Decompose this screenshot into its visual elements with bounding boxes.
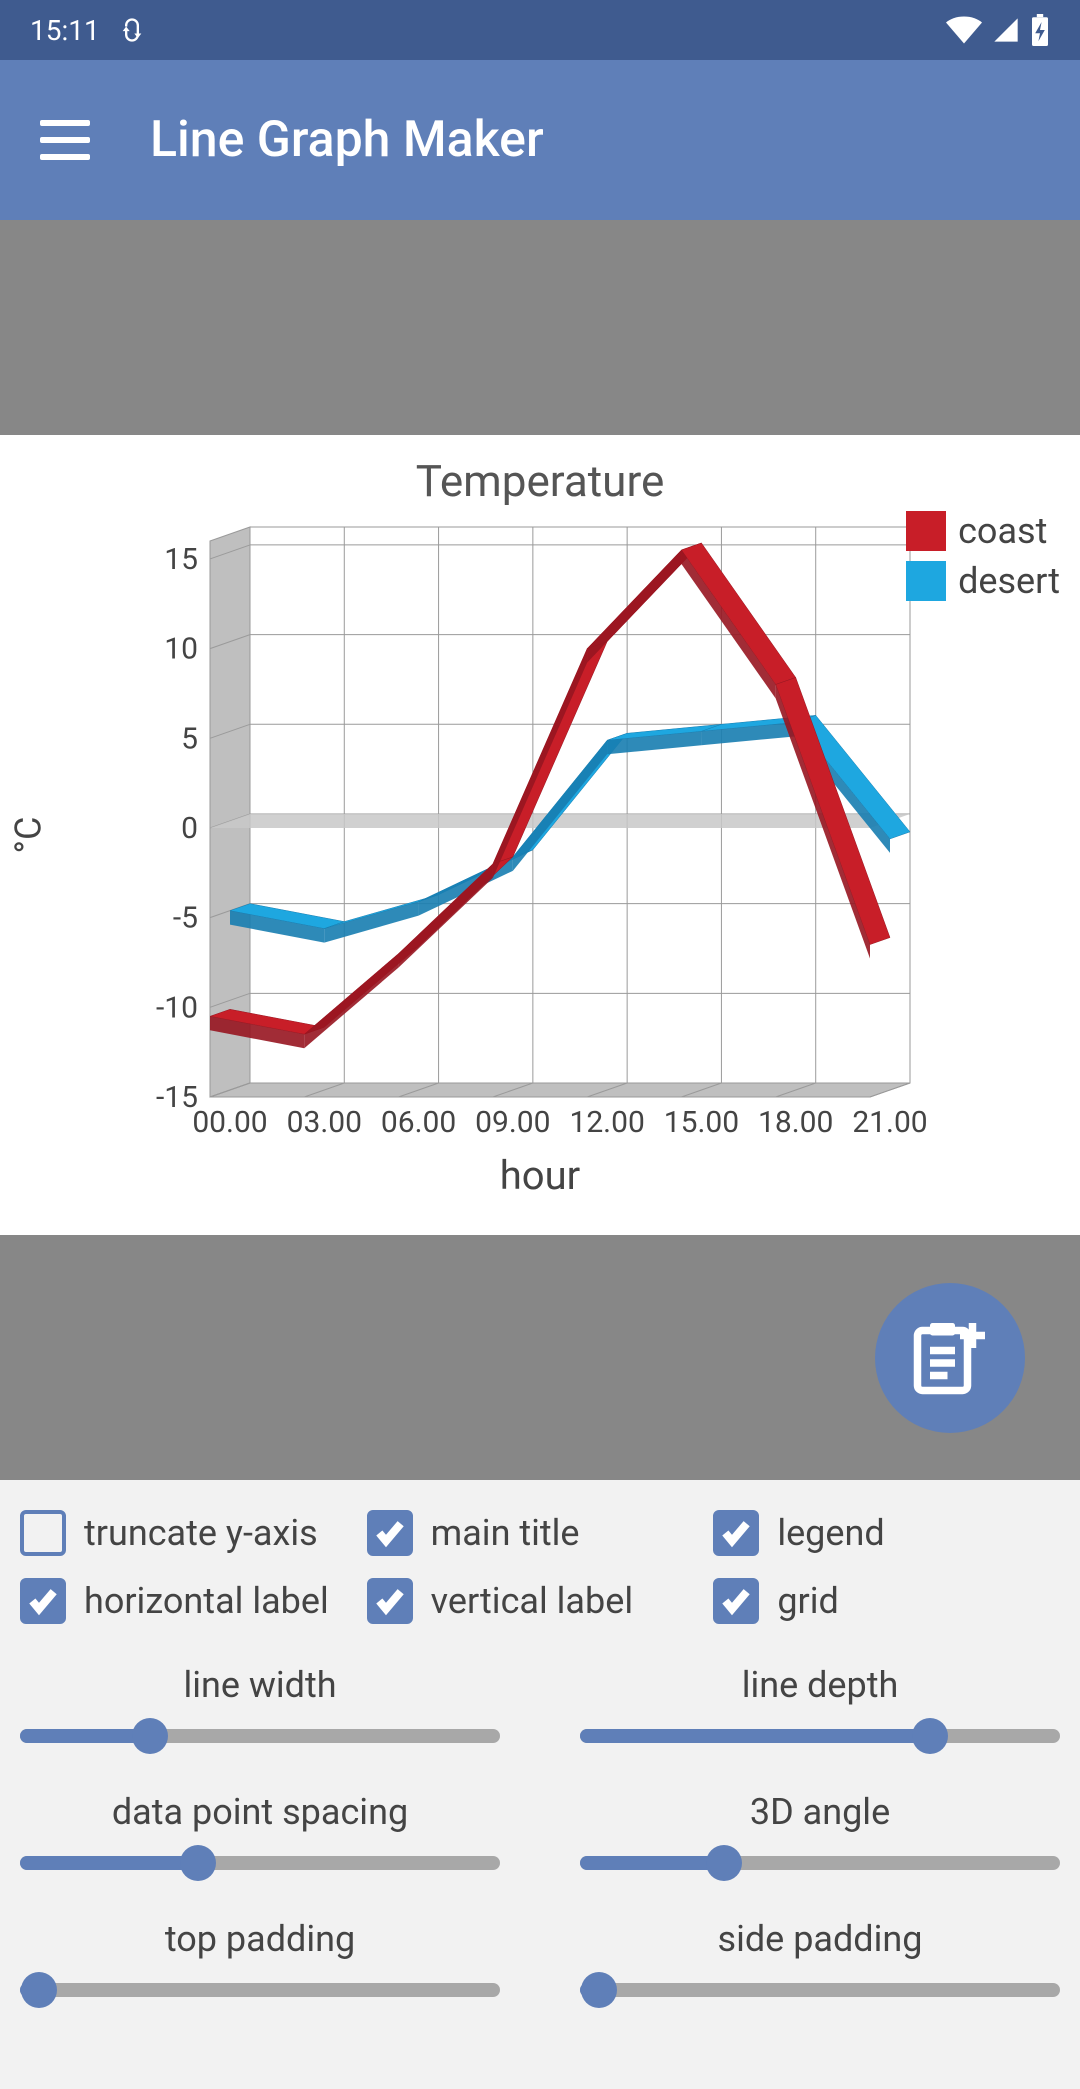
chart-ylabel: °C [7, 817, 49, 854]
slider-line-depth: line depth [580, 1664, 1060, 1746]
slider-track[interactable] [20, 1853, 500, 1873]
svg-text:09.00: 09.00 [475, 1105, 550, 1140]
check-horizontal_label[interactable]: horizontal label [20, 1578, 367, 1624]
slider-label: side padding [580, 1918, 1060, 1960]
svg-text:03.00: 03.00 [287, 1105, 362, 1140]
slider-thumb[interactable] [706, 1845, 742, 1881]
slider-track[interactable] [580, 1726, 1060, 1746]
slider-track[interactable] [20, 1980, 500, 2000]
legend-swatch [906, 561, 946, 601]
svg-text:00.00: 00.00 [192, 1105, 267, 1140]
clipboard-plus-icon [910, 1318, 990, 1398]
svg-text:06.00: 06.00 [381, 1105, 456, 1140]
slider-data-point-spacing: data point spacing [20, 1791, 500, 1873]
legend-label: desert [958, 560, 1060, 602]
legend-swatch [906, 511, 946, 551]
slider-thumb[interactable] [21, 1972, 57, 2008]
ad-placeholder-top [0, 220, 1080, 435]
svg-text:12.00: 12.00 [569, 1105, 644, 1140]
wifi-icon [946, 16, 982, 44]
svg-text:10: 10 [164, 632, 198, 667]
battery-charging-icon [1030, 14, 1050, 46]
appbar-title: Line Graph Maker [150, 111, 544, 169]
check-legend[interactable]: legend [713, 1510, 1060, 1556]
slider-track[interactable] [580, 1980, 1060, 2000]
slider-label: line depth [580, 1664, 1060, 1706]
svg-text:-10: -10 [156, 990, 198, 1025]
appbar: Line Graph Maker [0, 60, 1080, 220]
checkbox-truncate_y[interactable] [20, 1510, 66, 1556]
slider-thumb[interactable] [581, 1972, 617, 2008]
slider-3d-angle: 3D angle [580, 1791, 1060, 1873]
chart-panel: Temperature °C -15-10-505101500.0003.000… [0, 435, 1080, 1235]
slider-track[interactable] [20, 1726, 500, 1746]
slider-top-padding: top padding [20, 1918, 500, 2000]
svg-text:-5: -5 [173, 901, 198, 936]
legend-row: desert [906, 560, 1060, 602]
slider-thumb[interactable] [912, 1718, 948, 1754]
check-label-horizontal_label: horizontal label [84, 1580, 329, 1622]
slider-thumb[interactable] [180, 1845, 216, 1881]
slider-thumb[interactable] [132, 1718, 168, 1754]
check-label-grid: grid [777, 1580, 838, 1622]
svg-text:0: 0 [181, 811, 198, 846]
chart-canvas[interactable]: -15-10-505101500.0003.0006.0009.0012.001… [90, 507, 990, 1147]
check-label-main_title: main title [431, 1512, 580, 1554]
slider-label: 3D angle [580, 1791, 1060, 1833]
legend-label: coast [958, 510, 1047, 552]
checkbox-vertical_label[interactable] [367, 1578, 413, 1624]
chart-xlabel: hour [0, 1152, 1080, 1199]
checkbox-horizontal_label[interactable] [20, 1578, 66, 1624]
checkbox-legend[interactable] [713, 1510, 759, 1556]
check-label-vertical_label: vertical label [431, 1580, 633, 1622]
statusbar: 15:11 [0, 0, 1080, 60]
legend-row: coast [906, 510, 1060, 552]
sync-icon [118, 16, 146, 44]
check-label-legend: legend [777, 1512, 884, 1554]
add-data-fab[interactable] [875, 1283, 1025, 1433]
chart-legend: coast desert [906, 510, 1060, 610]
slider-label: top padding [20, 1918, 500, 1960]
slider-label: line width [20, 1664, 500, 1706]
slider-side-padding: side padding [580, 1918, 1060, 2000]
svg-text:5: 5 [181, 721, 198, 756]
cell-signal-icon [992, 16, 1020, 44]
checkbox-main_title[interactable] [367, 1510, 413, 1556]
ad-placeholder-bottom [0, 1235, 1080, 1480]
checkbox-grid[interactable] [713, 1578, 759, 1624]
slider-track[interactable] [580, 1853, 1060, 1873]
svg-text:21.00: 21.00 [852, 1105, 927, 1140]
menu-icon[interactable] [40, 120, 90, 160]
slider-line-width: line width [20, 1664, 500, 1746]
chart-title: Temperature [0, 435, 1080, 507]
check-truncate_y[interactable]: truncate y-axis [20, 1510, 367, 1556]
check-grid[interactable]: grid [713, 1578, 1060, 1624]
controls-panel: truncate y-axis main title legend horizonta… [0, 1480, 1080, 2000]
statusbar-time: 15:11 [30, 14, 100, 47]
slider-label: data point spacing [20, 1791, 500, 1833]
check-label-truncate_y: truncate y-axis [84, 1512, 318, 1554]
check-main_title[interactable]: main title [367, 1510, 714, 1556]
svg-text:18.00: 18.00 [758, 1105, 833, 1140]
svg-text:15.00: 15.00 [664, 1105, 739, 1140]
check-vertical_label[interactable]: vertical label [367, 1578, 714, 1624]
svg-text:15: 15 [164, 542, 198, 577]
